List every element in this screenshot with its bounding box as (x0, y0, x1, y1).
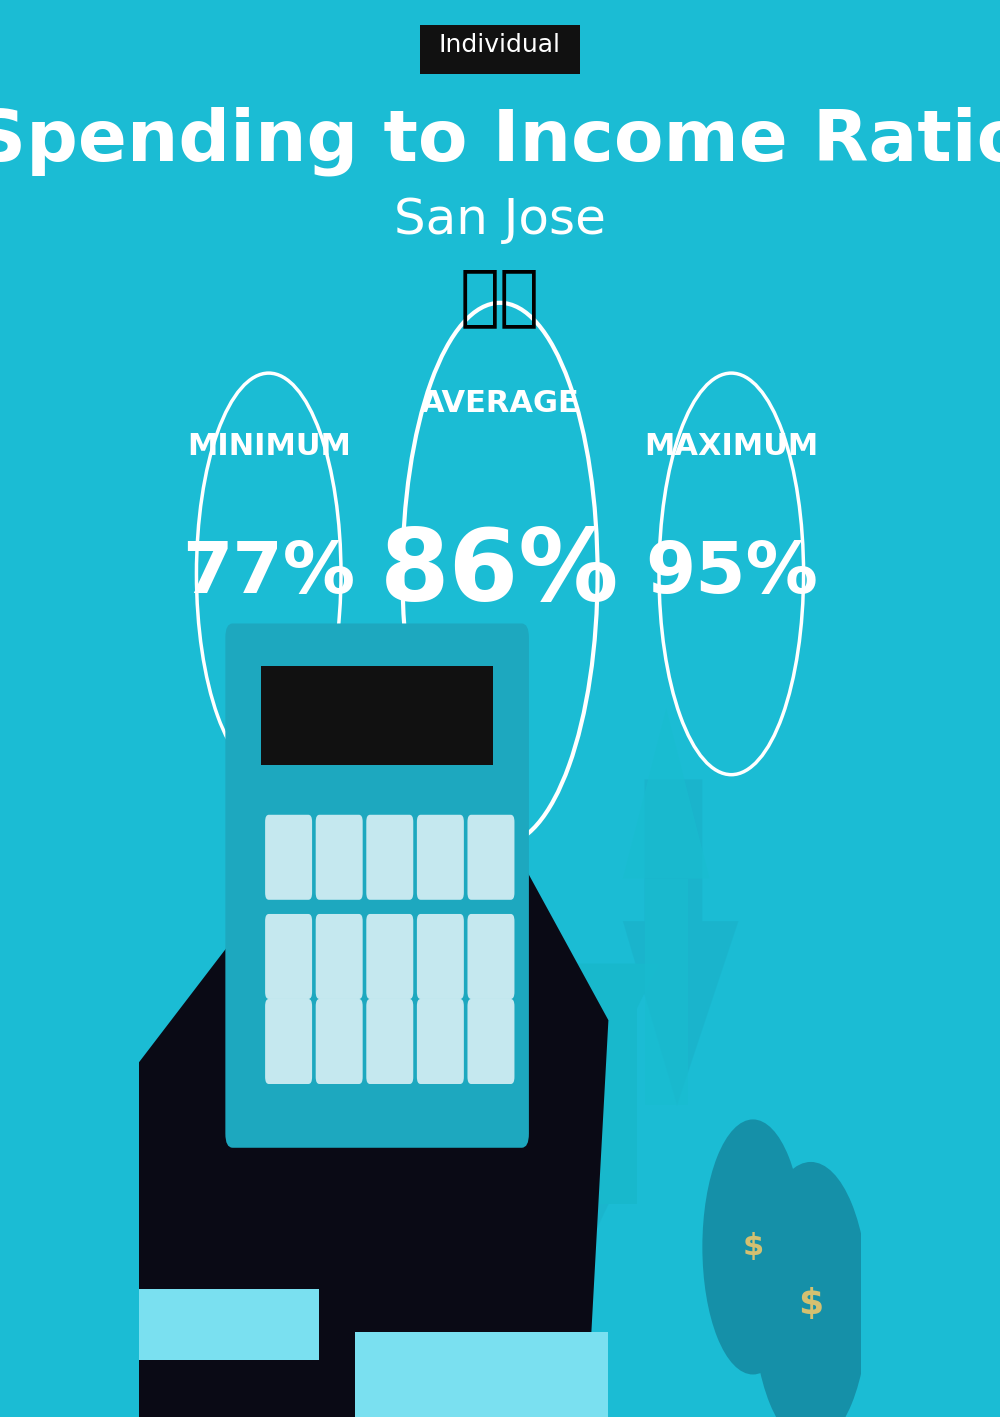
Text: MAXIMUM: MAXIMUM (644, 432, 818, 461)
Bar (478, 964, 637, 1204)
FancyBboxPatch shape (467, 999, 514, 1084)
Polygon shape (384, 737, 529, 1063)
FancyBboxPatch shape (366, 914, 413, 999)
FancyBboxPatch shape (467, 815, 514, 900)
Polygon shape (196, 822, 608, 1417)
Text: Spending to Income Ratio: Spending to Income Ratio (0, 106, 1000, 177)
Polygon shape (623, 779, 739, 1105)
Text: 86%: 86% (380, 526, 620, 622)
Ellipse shape (753, 1162, 869, 1417)
FancyBboxPatch shape (265, 999, 312, 1084)
Polygon shape (623, 708, 710, 879)
FancyBboxPatch shape (366, 815, 413, 900)
Polygon shape (514, 1063, 608, 1304)
FancyBboxPatch shape (420, 26, 580, 75)
Polygon shape (464, 964, 659, 1162)
FancyBboxPatch shape (225, 623, 529, 1148)
FancyBboxPatch shape (316, 815, 363, 900)
Bar (645, 879, 688, 1105)
Text: 95%: 95% (645, 540, 818, 608)
FancyBboxPatch shape (355, 1332, 608, 1417)
FancyBboxPatch shape (417, 815, 464, 900)
FancyBboxPatch shape (139, 1289, 319, 1360)
FancyBboxPatch shape (265, 815, 312, 900)
Text: San Jose: San Jose (394, 196, 606, 244)
Polygon shape (139, 921, 464, 1417)
Polygon shape (319, 737, 406, 893)
FancyBboxPatch shape (417, 914, 464, 999)
Bar (341, 893, 384, 1063)
Text: $: $ (742, 1233, 764, 1261)
FancyBboxPatch shape (316, 914, 363, 999)
FancyBboxPatch shape (139, 737, 861, 1417)
Ellipse shape (702, 1119, 804, 1374)
Text: 77%: 77% (182, 540, 355, 608)
FancyBboxPatch shape (467, 914, 514, 999)
Text: 🇨🇷: 🇨🇷 (460, 265, 540, 330)
FancyBboxPatch shape (265, 914, 312, 999)
Text: AVERAGE: AVERAGE (421, 390, 579, 418)
FancyBboxPatch shape (366, 999, 413, 1084)
FancyBboxPatch shape (316, 999, 363, 1084)
Text: Individual: Individual (439, 34, 561, 57)
FancyBboxPatch shape (417, 999, 464, 1084)
Bar (261, 666, 493, 765)
Text: $: $ (798, 1287, 823, 1321)
Text: MINIMUM: MINIMUM (187, 432, 351, 461)
